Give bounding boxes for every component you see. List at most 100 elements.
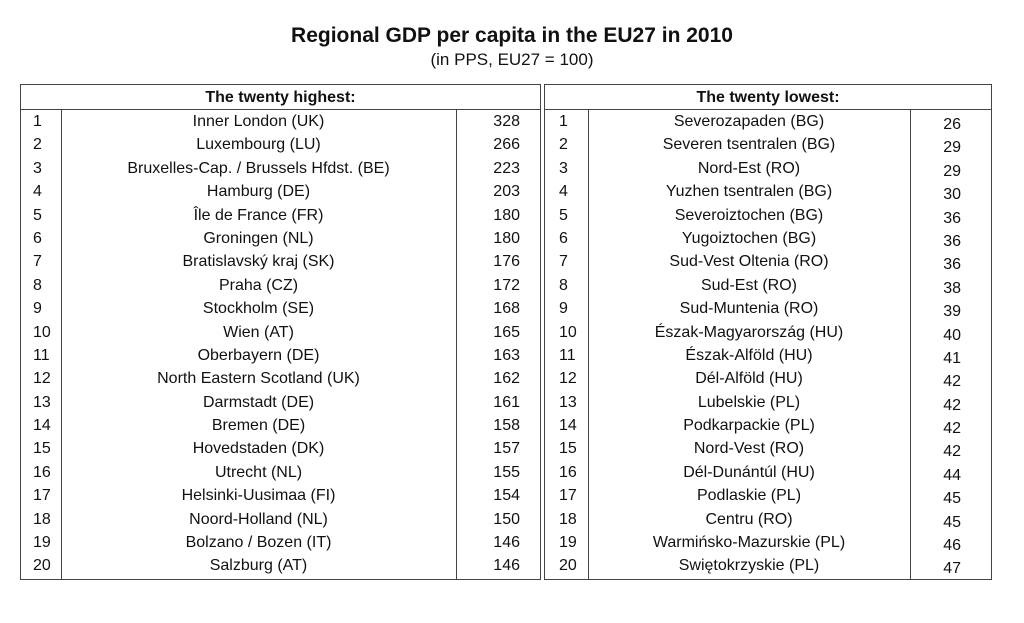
lowest-table: The twenty lowest: 1 Severozapaden (BG) 26…	[544, 84, 992, 580]
value-cell: 42	[943, 420, 961, 438]
rank-cell: 4	[559, 183, 568, 201]
table-row: 12 North Eastern Scotland (UK) 162	[21, 367, 540, 390]
table-row: 16 Dél-Dunántúl (HU) 44	[545, 461, 991, 484]
region-cell: Stockholm (SE)	[202, 300, 315, 318]
rank-cell: 15	[33, 440, 51, 458]
region-cell: Darmstadt (DE)	[202, 393, 315, 411]
value-cell: 180	[493, 229, 520, 247]
region-cell: Centru (RO)	[705, 510, 793, 528]
highest-table-heading: The twenty highest:	[21, 85, 540, 110]
value-cell: 223	[493, 159, 520, 177]
table-row: 9 Sud-Muntenia (RO) 39	[545, 297, 991, 320]
value-cell: 165	[493, 323, 520, 341]
rank-cell: 14	[33, 417, 51, 435]
table-row: 4 Yuzhen tsentralen (BG) 30	[545, 180, 991, 203]
table-row: 6 Groningen (NL) 180	[21, 227, 540, 250]
region-cell: Podkarpackie (PL)	[683, 417, 815, 435]
value-cell: 328	[493, 113, 520, 130]
table-row: 14 Bremen (DE) 158	[21, 414, 540, 437]
table-row: 17 Podlaskie (PL) 45	[545, 484, 991, 507]
value-cell: 168	[493, 300, 520, 318]
rank-cell: 14	[559, 417, 577, 435]
region-cell: Bruxelles-Cap. / Brussels Hfdst. (BE)	[127, 159, 390, 177]
region-cell: Île de France (FR)	[193, 206, 324, 224]
rank-cell: 17	[33, 487, 51, 505]
table-row: 13 Lubelskie (PL) 42	[545, 391, 991, 414]
table-row: 20 Salzburg (AT) 146	[21, 554, 540, 577]
region-cell: Groningen (NL)	[203, 229, 314, 247]
value-cell: 26	[943, 116, 961, 133]
table-row: 11 Oberbayern (DE) 163	[21, 344, 540, 367]
region-cell: Severozapaden (BG)	[673, 113, 825, 130]
region-cell: Észak-Magyarország (HU)	[654, 323, 844, 341]
region-cell: Inner London (UK)	[192, 113, 325, 130]
table-row: 16 Utrecht (NL) 155	[21, 461, 540, 484]
table-row: 4 Hamburg (DE) 203	[21, 180, 540, 203]
value-cell: 158	[493, 417, 520, 435]
table-row: 6 Yugoiztochen (BG) 36	[545, 227, 991, 250]
rank-cell: 12	[33, 370, 51, 388]
region-cell: Lubelskie (PL)	[697, 393, 801, 411]
region-cell: Noord-Holland (NL)	[189, 510, 328, 528]
value-cell: 180	[493, 206, 520, 224]
table-row: 17 Helsinki-Uusimaa (FI) 154	[21, 484, 540, 507]
table-row: 19 Bolzano / Bozen (IT) 146	[21, 531, 540, 554]
table-row: 2 Luxembourg (LU) 266	[21, 133, 540, 156]
table-row: 20 Swiętokrzyskie (PL) 47	[545, 554, 991, 577]
rank-cell: 9	[33, 300, 42, 318]
rank-cell: 3	[33, 159, 42, 177]
table-row: 8 Sud-Est (RO) 38	[545, 274, 991, 297]
rank-cell: 2	[33, 136, 42, 154]
table-row: 15 Nord-Vest (RO) 42	[545, 437, 991, 460]
rank-cell: 20	[559, 557, 577, 575]
value-cell: 44	[943, 466, 961, 484]
rank-cell: 12	[559, 370, 577, 388]
rank-cell: 6	[33, 229, 42, 247]
region-cell: Yuzhen tsentralen (BG)	[665, 183, 833, 201]
page-title: Regional GDP per capita in the EU27 in 2…	[291, 24, 733, 47]
region-cell: Luxembourg (LU)	[196, 136, 321, 154]
region-cell: Sud-Est (RO)	[700, 276, 797, 294]
table-row: 1 Inner London (UK) 328	[21, 110, 540, 133]
region-cell: Swiętokrzyskie (PL)	[678, 557, 820, 575]
highest-table-body: 1 Inner London (UK) 328 2 Luxembourg (LU) 266…	[21, 110, 540, 579]
rank-cell: 6	[559, 229, 568, 247]
value-cell: 42	[943, 373, 961, 391]
rank-cell: 2	[559, 136, 568, 154]
rank-cell: 15	[559, 440, 577, 458]
rank-cell: 18	[33, 510, 51, 528]
value-cell: 39	[943, 303, 961, 321]
region-cell: Wien (AT)	[223, 323, 294, 341]
rank-cell: 11	[33, 346, 50, 364]
rank-cell: 19	[33, 534, 51, 552]
value-cell: 42	[943, 443, 961, 461]
rank-cell: 19	[559, 534, 577, 552]
table-row: 5 Île de France (FR) 180	[21, 204, 540, 227]
region-cell: Bolzano / Bozen (IT)	[185, 534, 332, 552]
table-row: 18 Centru (RO) 45	[545, 508, 991, 531]
rank-cell: 13	[33, 393, 51, 411]
page-subtitle: (in PPS, EU27 = 100)	[430, 50, 594, 69]
region-cell: Dél-Alföld (HU)	[695, 370, 803, 388]
rank-cell: 3	[559, 159, 568, 177]
region-cell: Warmińsko-Mazurskie (PL)	[652, 534, 846, 552]
table-row: 1 Severozapaden (BG) 26	[545, 110, 991, 133]
table-row: 3 Nord-Est (RO) 29	[545, 157, 991, 180]
value-cell: 172	[493, 276, 520, 294]
rank-cell: 1	[559, 113, 568, 130]
column-divider	[456, 110, 457, 579]
table-row: 11 Észak-Alföld (HU) 41	[545, 344, 991, 367]
region-cell: Hamburg (DE)	[206, 183, 311, 201]
value-cell: 157	[493, 440, 520, 458]
value-cell: 36	[943, 232, 961, 250]
rank-cell: 16	[559, 463, 577, 481]
value-cell: 30	[943, 186, 961, 204]
highest-table: The twenty highest: 1 Inner London (UK) 32…	[20, 84, 541, 580]
value-cell: 146	[493, 557, 520, 575]
value-cell: 36	[943, 256, 961, 274]
region-cell: Észak-Alföld (HU)	[685, 346, 813, 364]
table-row: 13 Darmstadt (DE) 161	[21, 391, 540, 414]
value-cell: 40	[943, 326, 961, 344]
region-cell: Nord-Est (RO)	[697, 159, 801, 177]
rank-cell: 16	[33, 463, 51, 481]
